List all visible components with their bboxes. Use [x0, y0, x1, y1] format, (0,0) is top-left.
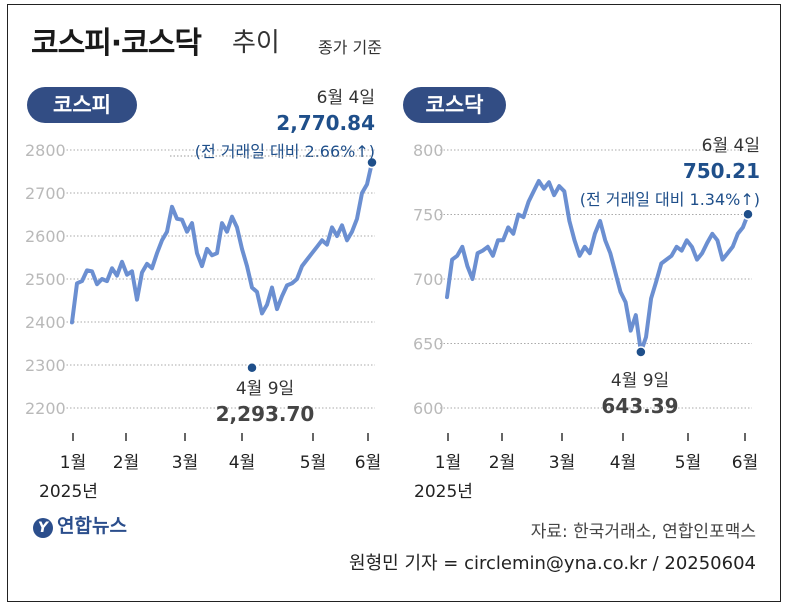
kospi-y-tick-label: 2500	[25, 270, 66, 289]
kospi-peak-change: (전 거래일 대비 2.66%↑)	[195, 142, 375, 161]
chart-title-suffix: 추이	[232, 28, 280, 58]
kosdaq-y-tick-label: 650	[413, 335, 444, 354]
kosdaq-peak-change: (전 거래일 대비 1.34%↑)	[580, 190, 760, 209]
kospi-x-tick-label: 4월	[229, 453, 255, 473]
yonhap-logo-icon: Y	[33, 518, 53, 538]
kospi-y-tick-label: 2300	[25, 356, 66, 375]
kospi-y-tick-label: 2800	[25, 141, 66, 160]
kosdaq-series-line	[445, 179, 750, 354]
kosdaq-year-label: 2025년	[414, 482, 473, 502]
kosdaq-x-tick-label: 3월	[549, 453, 575, 473]
kospi-peak-date: 6월 4일	[317, 88, 375, 108]
kosdaq-trough-date: 4월 9일	[611, 371, 669, 391]
kospi-peak-value: 2,770.84	[276, 111, 375, 135]
source-note: 자료: 한국거래소, 연합인포맥스	[530, 522, 756, 542]
kosdaq-trough-point	[635, 346, 647, 358]
yonhap-logo: Y 연합뉴스	[33, 511, 127, 538]
kosdaq-pill: 코스닥	[403, 87, 506, 123]
kosdaq-peak-value: 750.21	[683, 159, 760, 183]
kospi-x-tick-label: 3월	[172, 453, 198, 473]
logo-text: 연합뉴스	[57, 515, 127, 537]
kosdaq-y-tick-label: 800	[413, 141, 444, 160]
kospi-x-tick-label: 2월	[113, 453, 139, 473]
kospi-y-tick-label: 2400	[25, 313, 66, 332]
kospi-peak-point	[366, 156, 378, 169]
chart-title: 코스피·코스닥	[31, 26, 202, 61]
kospi-y-tick-label: 2600	[25, 227, 66, 246]
chart-note: 종가 기준	[318, 38, 382, 57]
kospi-x-tick-label: 5월	[300, 453, 326, 473]
kospi-pill: 코스피	[27, 87, 137, 123]
kosdaq-x-tick-label: 6월	[732, 453, 758, 473]
kospi-x-tick-label: 1월	[60, 453, 86, 473]
kospi-trough-value: 2,293.70	[216, 402, 315, 426]
kosdaq-x-tick-label: 4월	[610, 453, 636, 473]
kosdaq-x-tick-label: 5월	[675, 453, 701, 473]
kosdaq-x-tick-label: 1월	[435, 453, 461, 473]
kospi-x-tick-label: 6월	[355, 453, 381, 473]
kosdaq-x-tick-label: 2월	[489, 453, 515, 473]
credit-line: 원형민 기자 = circlemin@yna.co.kr / 20250604	[349, 553, 756, 574]
kosdaq-peak-date: 6월 4일	[702, 136, 760, 156]
kosdaq-peak-point	[742, 208, 754, 220]
kospi-year-label: 2025년	[39, 482, 98, 502]
kospi-series-line	[70, 160, 374, 325]
kospi-y-tick-label: 2700	[25, 184, 66, 203]
kosdaq-y-tick-label: 750	[413, 206, 444, 225]
kosdaq-trough-value: 643.39	[601, 394, 678, 418]
kospi-trough-date: 4월 9일	[236, 379, 294, 399]
kospi-trough-point	[246, 361, 258, 374]
kosdaq-y-tick-label: 700	[413, 270, 444, 289]
kosdaq-y-tick-label: 600	[413, 399, 444, 418]
kospi-y-tick-label: 2200	[25, 399, 66, 418]
